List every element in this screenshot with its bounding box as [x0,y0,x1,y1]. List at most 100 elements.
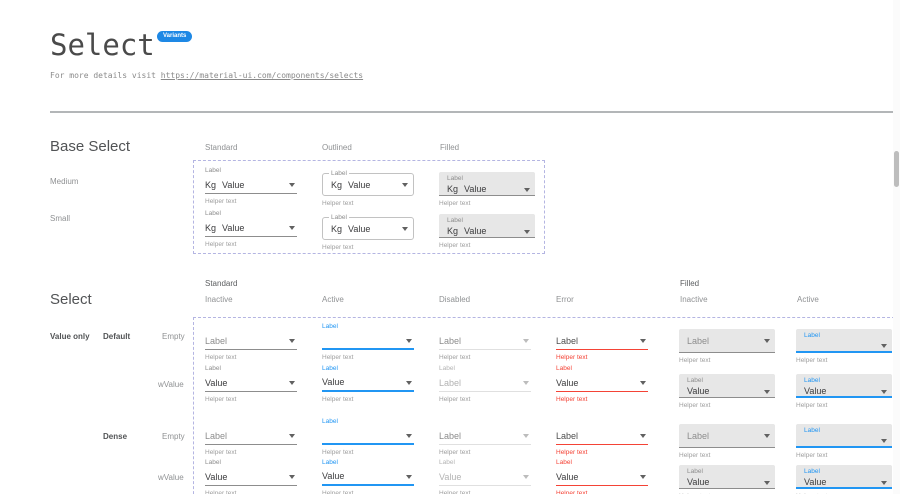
row-group-value-only: Value only [50,332,90,341]
helper-text: Helper text [322,200,354,207]
dropdown-arrow-icon [289,381,295,385]
value-text: Value [348,179,371,190]
sel-filled-inactive-default-wvalue[interactable]: Label Value Helper text [679,374,775,410]
select-control[interactable] [322,332,414,350]
value-row: Kg Value [447,226,530,236]
base-filled-medium-select[interactable]: Label Kg Value Helper text [439,172,535,208]
select-control[interactable]: Value [322,374,414,392]
select-control[interactable]: Label [439,427,531,445]
float-label-spacer [556,417,648,427]
value-text: Value [222,179,245,190]
sel-filled-inactive-dense-empty[interactable]: Label Helper text [679,424,775,460]
value-row: Value [804,386,887,396]
helper-text: Helper text [322,449,354,456]
sel-std-disabled-default-empty[interactable]: Label Helper text [439,322,531,362]
helper-text: Helper text [439,449,471,456]
sel-std-error-default-empty[interactable]: Label Helper text [556,322,648,362]
select-control[interactable]: Value [205,374,297,392]
value-row: Value [687,477,770,487]
select-control[interactable] [322,427,414,445]
base-outlined-small-select[interactable]: Label Kg Value Helper text [322,213,414,252]
dropdown-arrow-icon [289,434,295,438]
select-control[interactable]: Label [796,329,892,353]
sel-filled-active-default-wvalue[interactable]: Label Value Helper text [796,374,892,410]
select-control[interactable]: Kg Value [205,219,297,237]
select-control[interactable]: Value [556,468,648,486]
sel-std-active-dense-empty[interactable]: Label Helper text [322,417,414,457]
sel-std-disabled-default-wvalue[interactable]: Label Label Helper text [439,364,531,404]
sel-std-inactive-default-wvalue[interactable]: Label Value Helper text [205,364,297,404]
select-control[interactable]: Label [439,374,531,392]
select-control[interactable]: Value [439,468,531,486]
sel-filled-active-dense-empty[interactable]: Label Helper text [796,424,892,460]
select-control[interactable]: Label Value [796,465,892,489]
dropdown-arrow-icon [406,433,412,438]
select-control[interactable]: Label Kg Value [439,172,535,196]
placeholder-label: Label [439,430,462,441]
select-control[interactable]: Label [556,332,648,350]
sel-std-inactive-dense-empty[interactable]: Label Helper text [205,417,297,457]
select-control[interactable]: Label [679,424,775,448]
select-control[interactable]: Label Kg Value [439,214,535,238]
row-header-wvalue-dense: wValue [158,473,184,482]
float-label-spacer [205,322,297,332]
sel-std-active-dense-wvalue[interactable]: Label Value Helper text [322,458,414,494]
sel-filled-inactive-default-empty[interactable]: Label Helper text [679,329,775,365]
select-control[interactable]: Label Kg Value [322,169,414,196]
base-filled-small-select[interactable]: Label Kg Value Helper text [439,214,535,250]
float-label: Label [687,468,703,475]
sel-std-disabled-dense-wvalue[interactable]: Label Value Helper text [439,458,531,494]
sel-filled-inactive-dense-wvalue[interactable]: Label Value Helper text [679,465,775,494]
helper-text: Helper text [796,452,828,459]
select-control[interactable]: Value [322,468,414,486]
float-label: Label [205,167,221,174]
helper-text: Helper text [439,396,471,403]
sel-std-error-dense-empty[interactable]: Label Helper text [556,417,648,457]
sel-std-inactive-default-empty[interactable]: Label Helper text [205,322,297,362]
select-control[interactable]: Kg Value [205,176,297,194]
base-outlined-medium-select[interactable]: Label Kg Value Helper text [322,169,414,208]
float-label: Label [322,418,338,425]
select-control[interactable]: Label [796,424,892,448]
sel-std-error-default-wvalue[interactable]: Label Value Helper text [556,364,648,404]
value-row: Kg Value [447,184,530,194]
select-control[interactable]: Value [205,468,297,486]
select-states-container [193,317,900,494]
base-standard-medium-select[interactable]: Label Kg Value Helper text [205,166,297,206]
float-label: Label [322,459,338,466]
select-value: Label [439,377,462,388]
col-header-outlined: Outlined [322,143,352,152]
sel-filled-active-dense-wvalue[interactable]: Label Value Helper text [796,465,892,494]
placeholder-label: Label [556,430,579,441]
select-control[interactable]: Label [205,332,297,350]
scrollbar-track[interactable] [893,0,900,494]
select-control[interactable]: Label [679,329,775,353]
sel-std-disabled-dense-empty[interactable]: Label Helper text [439,417,531,457]
base-standard-small-select[interactable]: Label Kg Value Helper text [205,209,297,249]
docs-link[interactable]: https://material-ui.com/components/selec… [160,71,364,80]
sel-std-inactive-dense-wvalue[interactable]: Label Value Helper text [205,458,297,494]
helper-text: Helper text [556,449,588,456]
sel-std-active-default-wvalue[interactable]: Label Value Helper text [322,364,414,404]
sel-std-error-dense-wvalue[interactable]: Label Value Helper text [556,458,648,494]
select-control[interactable]: Label Value [679,465,775,489]
float-label: Label [439,365,455,372]
select-control[interactable]: Label [556,427,648,445]
select-control[interactable]: Label Value [796,374,892,398]
select-control[interactable]: Label [205,427,297,445]
value-row [804,436,887,444]
select-control[interactable]: Label [439,332,531,350]
density-header-dense: Dense [103,432,128,441]
sel-std-active-default-empty[interactable]: Label Helper text [322,322,414,362]
sel-filled-active-default-empty[interactable]: Label Helper text [796,329,892,365]
select-control[interactable]: Label Kg Value [322,213,414,240]
float-label: Label [205,365,221,372]
select-value: Kg Value [447,226,486,236]
float-label: Label [447,175,463,182]
scrollbar-thumb[interactable] [894,151,899,187]
select-control[interactable]: Value [556,374,648,392]
kg-adornment: Kg [205,179,217,190]
float-label: Label [804,377,820,384]
helper-text: Helper text [322,396,354,403]
select-control[interactable]: Label Value [679,374,775,398]
